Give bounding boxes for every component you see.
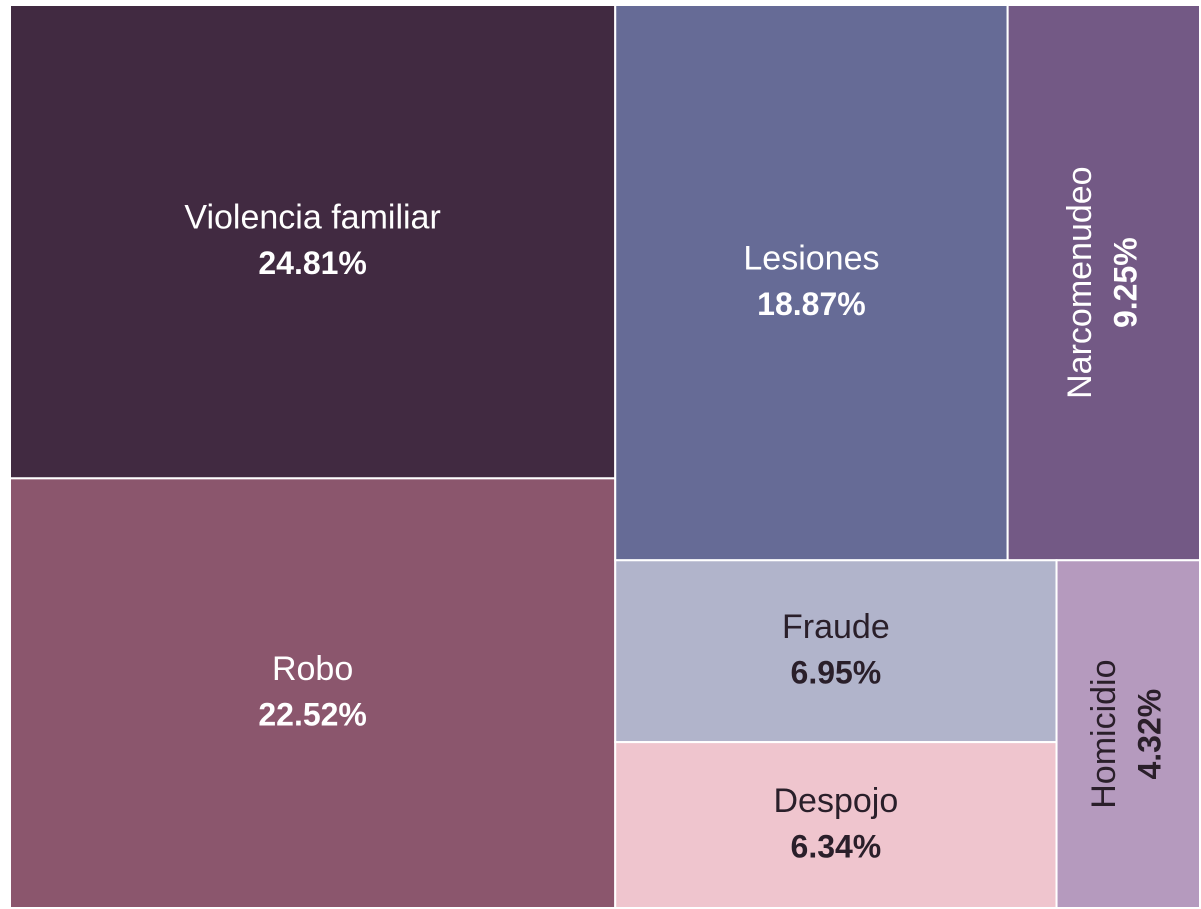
value-label: 24.81% — [258, 245, 367, 281]
cell-label: Despojo 6.34% — [774, 782, 899, 864]
cell-label: Lesiones 18.87% — [743, 240, 879, 322]
category-label: Lesiones — [743, 240, 879, 278]
treemap-cell — [9, 477, 617, 909]
value-label: 22.52% — [258, 697, 367, 733]
value-label: 4.32% — [1132, 689, 1168, 780]
category-label: Narcomenudeo — [1061, 166, 1099, 398]
treemap-cell — [1006, 4, 1201, 562]
value-label: 6.95% — [791, 655, 882, 691]
treemap-cell — [9, 4, 617, 480]
category-label: Despojo — [774, 782, 899, 820]
cell-label: Homicidio 4.32% — [1085, 660, 1167, 809]
category-label: Robo — [272, 650, 353, 688]
cell-label: Fraude 6.95% — [782, 608, 890, 690]
category-label: Fraude — [782, 608, 890, 646]
cell-label: Robo 22.52% — [258, 650, 367, 732]
cell-label: Violencia familiar 24.81% — [184, 199, 440, 281]
treemap-cell — [614, 559, 1058, 744]
category-label: Homicidio — [1085, 660, 1123, 809]
treemap-cell — [614, 4, 1009, 562]
value-label: 18.87% — [757, 286, 866, 322]
value-label: 9.25% — [1107, 237, 1143, 328]
value-label: 6.34% — [791, 829, 882, 865]
category-label: Violencia familiar — [184, 199, 440, 237]
cell-label: Narcomenudeo 9.25% — [1061, 166, 1143, 398]
treemap-cell — [1055, 559, 1201, 909]
treemap-cell — [614, 741, 1058, 909]
